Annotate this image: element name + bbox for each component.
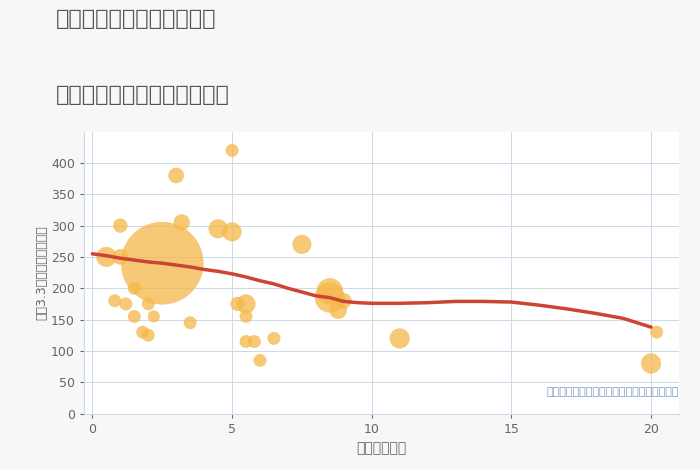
Point (651, 329, 662, 336)
Point (176, 219, 188, 226)
Point (137, 329, 148, 336)
Point (157, 259, 168, 267)
Point (324, 294, 335, 301)
Point (232, 300, 243, 308)
Point (254, 357, 265, 364)
Text: 神奈川県横浜市中区塚越の: 神奈川県横浜市中区塚越の (56, 9, 216, 30)
Point (227, 147, 238, 154)
Point (148, 313, 160, 320)
Point (115, 222, 126, 229)
Point (240, 313, 251, 320)
Point (109, 297, 120, 305)
Text: 円の大きさは、取引のあった物件面積を示す: 円の大きさは、取引のあった物件面積を示す (547, 387, 679, 397)
Point (296, 241, 307, 248)
Y-axis label: 坪（3.3㎡）単価（万円）: 坪（3.3㎡）単価（万円） (35, 225, 48, 320)
Point (213, 225, 224, 233)
Point (101, 253, 112, 261)
Point (268, 335, 279, 342)
Point (171, 172, 182, 179)
Text: 駅距離別中古マンション価格: 駅距離別中古マンション価格 (56, 85, 230, 105)
Point (645, 360, 657, 367)
Point (227, 228, 238, 235)
Point (129, 284, 140, 292)
Point (338, 297, 349, 305)
Point (120, 300, 132, 308)
Point (143, 331, 154, 339)
X-axis label: 駅距離（分）: 駅距離（分） (356, 441, 407, 455)
Point (115, 253, 126, 261)
Point (240, 338, 251, 345)
Point (394, 335, 405, 342)
Point (248, 338, 260, 345)
Point (332, 306, 344, 314)
Point (129, 313, 140, 320)
Point (143, 300, 154, 308)
Point (240, 300, 251, 308)
Point (185, 319, 196, 327)
Point (324, 288, 335, 295)
